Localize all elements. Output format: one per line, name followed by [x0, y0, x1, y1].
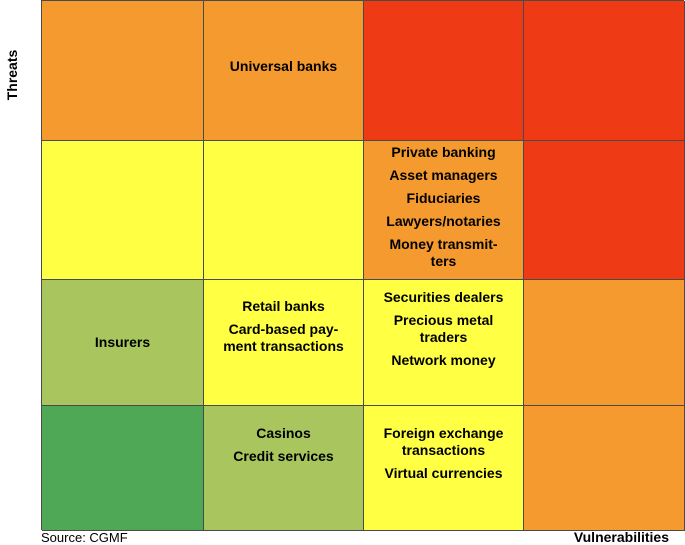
sector-label: Money transmit-ters [389, 236, 498, 269]
cell-r2-c4 [524, 141, 685, 280]
sector-label: Private banking [391, 144, 496, 160]
cell-r4-c4 [524, 406, 685, 531]
source-note: Source: CGMF [41, 530, 128, 545]
sector-label: Retail banks [242, 298, 325, 314]
sector-label: Securities dealers [383, 289, 504, 305]
sector-label: Asset managers [389, 167, 498, 183]
sector-label: Foreign exchange transactions [383, 425, 504, 458]
cell-r2-c3: Private banking Asset managers Fiduciari… [364, 141, 524, 280]
threats-axis-label: Threats [4, 49, 20, 101]
cell-r3-c4 [524, 280, 685, 406]
cell-r1-c3 [364, 1, 524, 141]
sector-label: Fiduciaries [406, 190, 481, 206]
cell-r2-c1 [42, 141, 204, 280]
sector-label: Lawyers/notaries [386, 213, 501, 229]
risk-matrix: Universal banks Private banking Asset ma… [41, 0, 685, 531]
sector-label: Network money [391, 352, 496, 368]
sector-label: Casinos [256, 425, 311, 441]
cell-r3-c3: Securities dealers Precious metal trader… [364, 280, 524, 406]
sector-label: Insurers [94, 334, 151, 350]
cell-r3-c2: Retail banks Card-based pay-ment transac… [204, 280, 364, 406]
cell-r4-c1 [42, 406, 204, 531]
cell-r1-c1 [42, 1, 204, 141]
sector-label: Virtual currencies [384, 465, 503, 481]
cell-r2-c2 [204, 141, 364, 280]
vulnerabilities-axis-label: Vulnerabilities [573, 529, 669, 545]
sector-label: Precious metal traders [393, 312, 494, 345]
sector-label: Credit services [233, 448, 334, 464]
cell-r4-c3: Foreign exchange transactions Virtual cu… [364, 406, 524, 531]
cell-r4-c2: Casinos Credit services [204, 406, 364, 531]
cell-r1-c4 [524, 1, 685, 141]
sector-label: Universal banks [229, 58, 338, 74]
sector-label: Card-based pay-ment transactions [223, 321, 344, 354]
cell-r1-c2: Universal banks [204, 1, 364, 141]
cell-r3-c1: Insurers [42, 280, 204, 406]
